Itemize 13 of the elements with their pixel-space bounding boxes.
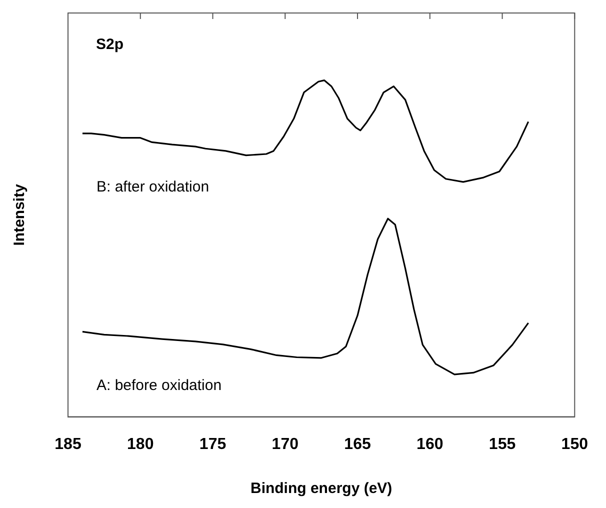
- x-tick-label: 160: [416, 436, 444, 453]
- text: A: before oxidation: [96, 376, 222, 394]
- x-axis-title: Binding energy (eV): [250, 480, 392, 498]
- x-tick-label: 165: [344, 436, 371, 453]
- series-label: B: after oxidation: [96, 178, 210, 196]
- x-tick-label: 180: [127, 436, 154, 453]
- text: S2p: [96, 36, 124, 54]
- x-tick-label: 185: [54, 436, 82, 453]
- x-tick-label: 170: [272, 436, 299, 453]
- x-tick-label: 155: [488, 436, 516, 453]
- y-axis-title: Intensity: [11, 183, 28, 246]
- x-tick-label: 175: [199, 436, 226, 453]
- x-tick-label: 150: [561, 436, 588, 453]
